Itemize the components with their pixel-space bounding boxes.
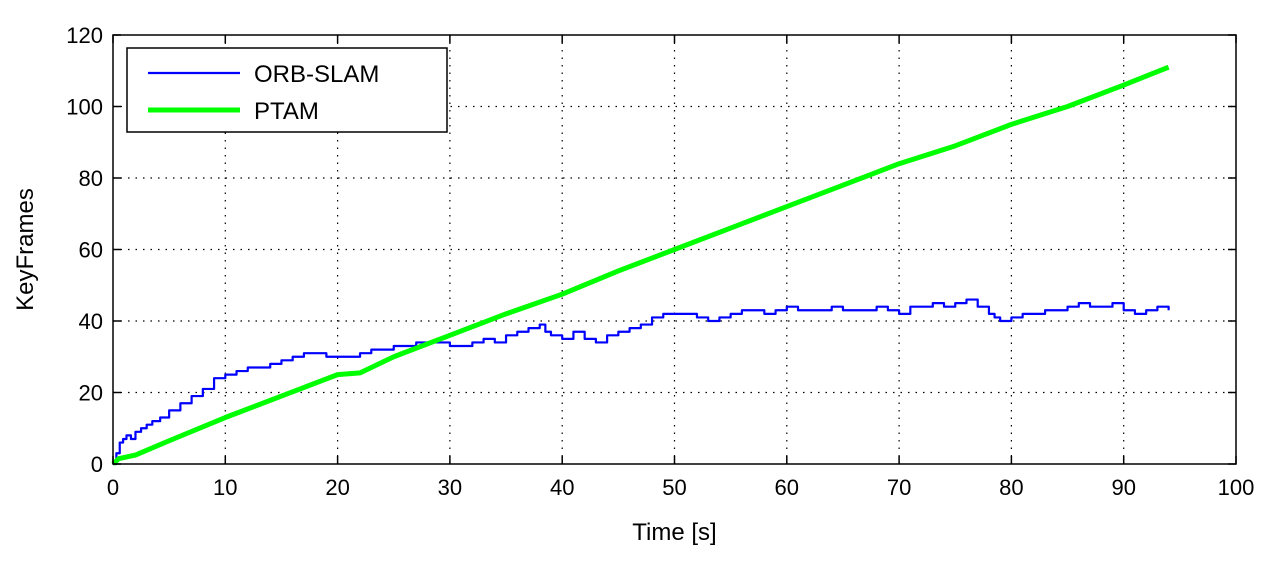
legend-label-ptam: PTAM	[254, 98, 319, 125]
x-tick-label: 80	[999, 475, 1023, 500]
x-tick-label: 30	[438, 475, 462, 500]
y-tick-label: 60	[79, 238, 103, 263]
y-tick-label: 100	[66, 95, 103, 120]
series-line-orb-slam	[113, 298, 1170, 466]
x-tick-label: 40	[550, 475, 574, 500]
y-tick-label: 0	[91, 452, 103, 477]
y-tick-label: 20	[79, 381, 103, 406]
tick-labels: 0 10 20 30 40 50 60 70 80 90 100 0 20 40 60 80 100 120	[66, 23, 1254, 500]
y-tick-label: 120	[66, 23, 103, 48]
x-tick-label: 90	[1111, 475, 1135, 500]
x-tick-label: 50	[662, 475, 686, 500]
x-axis-title: Time [s]	[632, 519, 716, 546]
y-axis-title: KeyFrames	[12, 188, 39, 311]
axis-ticks	[112, 34, 1237, 465]
legend: ORB-SLAM PTAM	[126, 47, 448, 133]
x-tick-label: 0	[107, 475, 119, 500]
y-tick-label: 80	[79, 166, 103, 191]
x-tick-label: 70	[887, 475, 911, 500]
x-tick-label: 100	[1218, 475, 1255, 500]
x-tick-label: 60	[775, 475, 799, 500]
legend-box	[126, 47, 448, 133]
legend-label-orb-slam: ORB-SLAM	[254, 61, 379, 88]
series-line-ptam	[111, 64, 1170, 466]
x-tick-label: 10	[213, 475, 237, 500]
x-tick-label: 20	[325, 475, 349, 500]
series-layer	[111, 64, 1170, 466]
y-tick-label: 40	[79, 309, 103, 334]
